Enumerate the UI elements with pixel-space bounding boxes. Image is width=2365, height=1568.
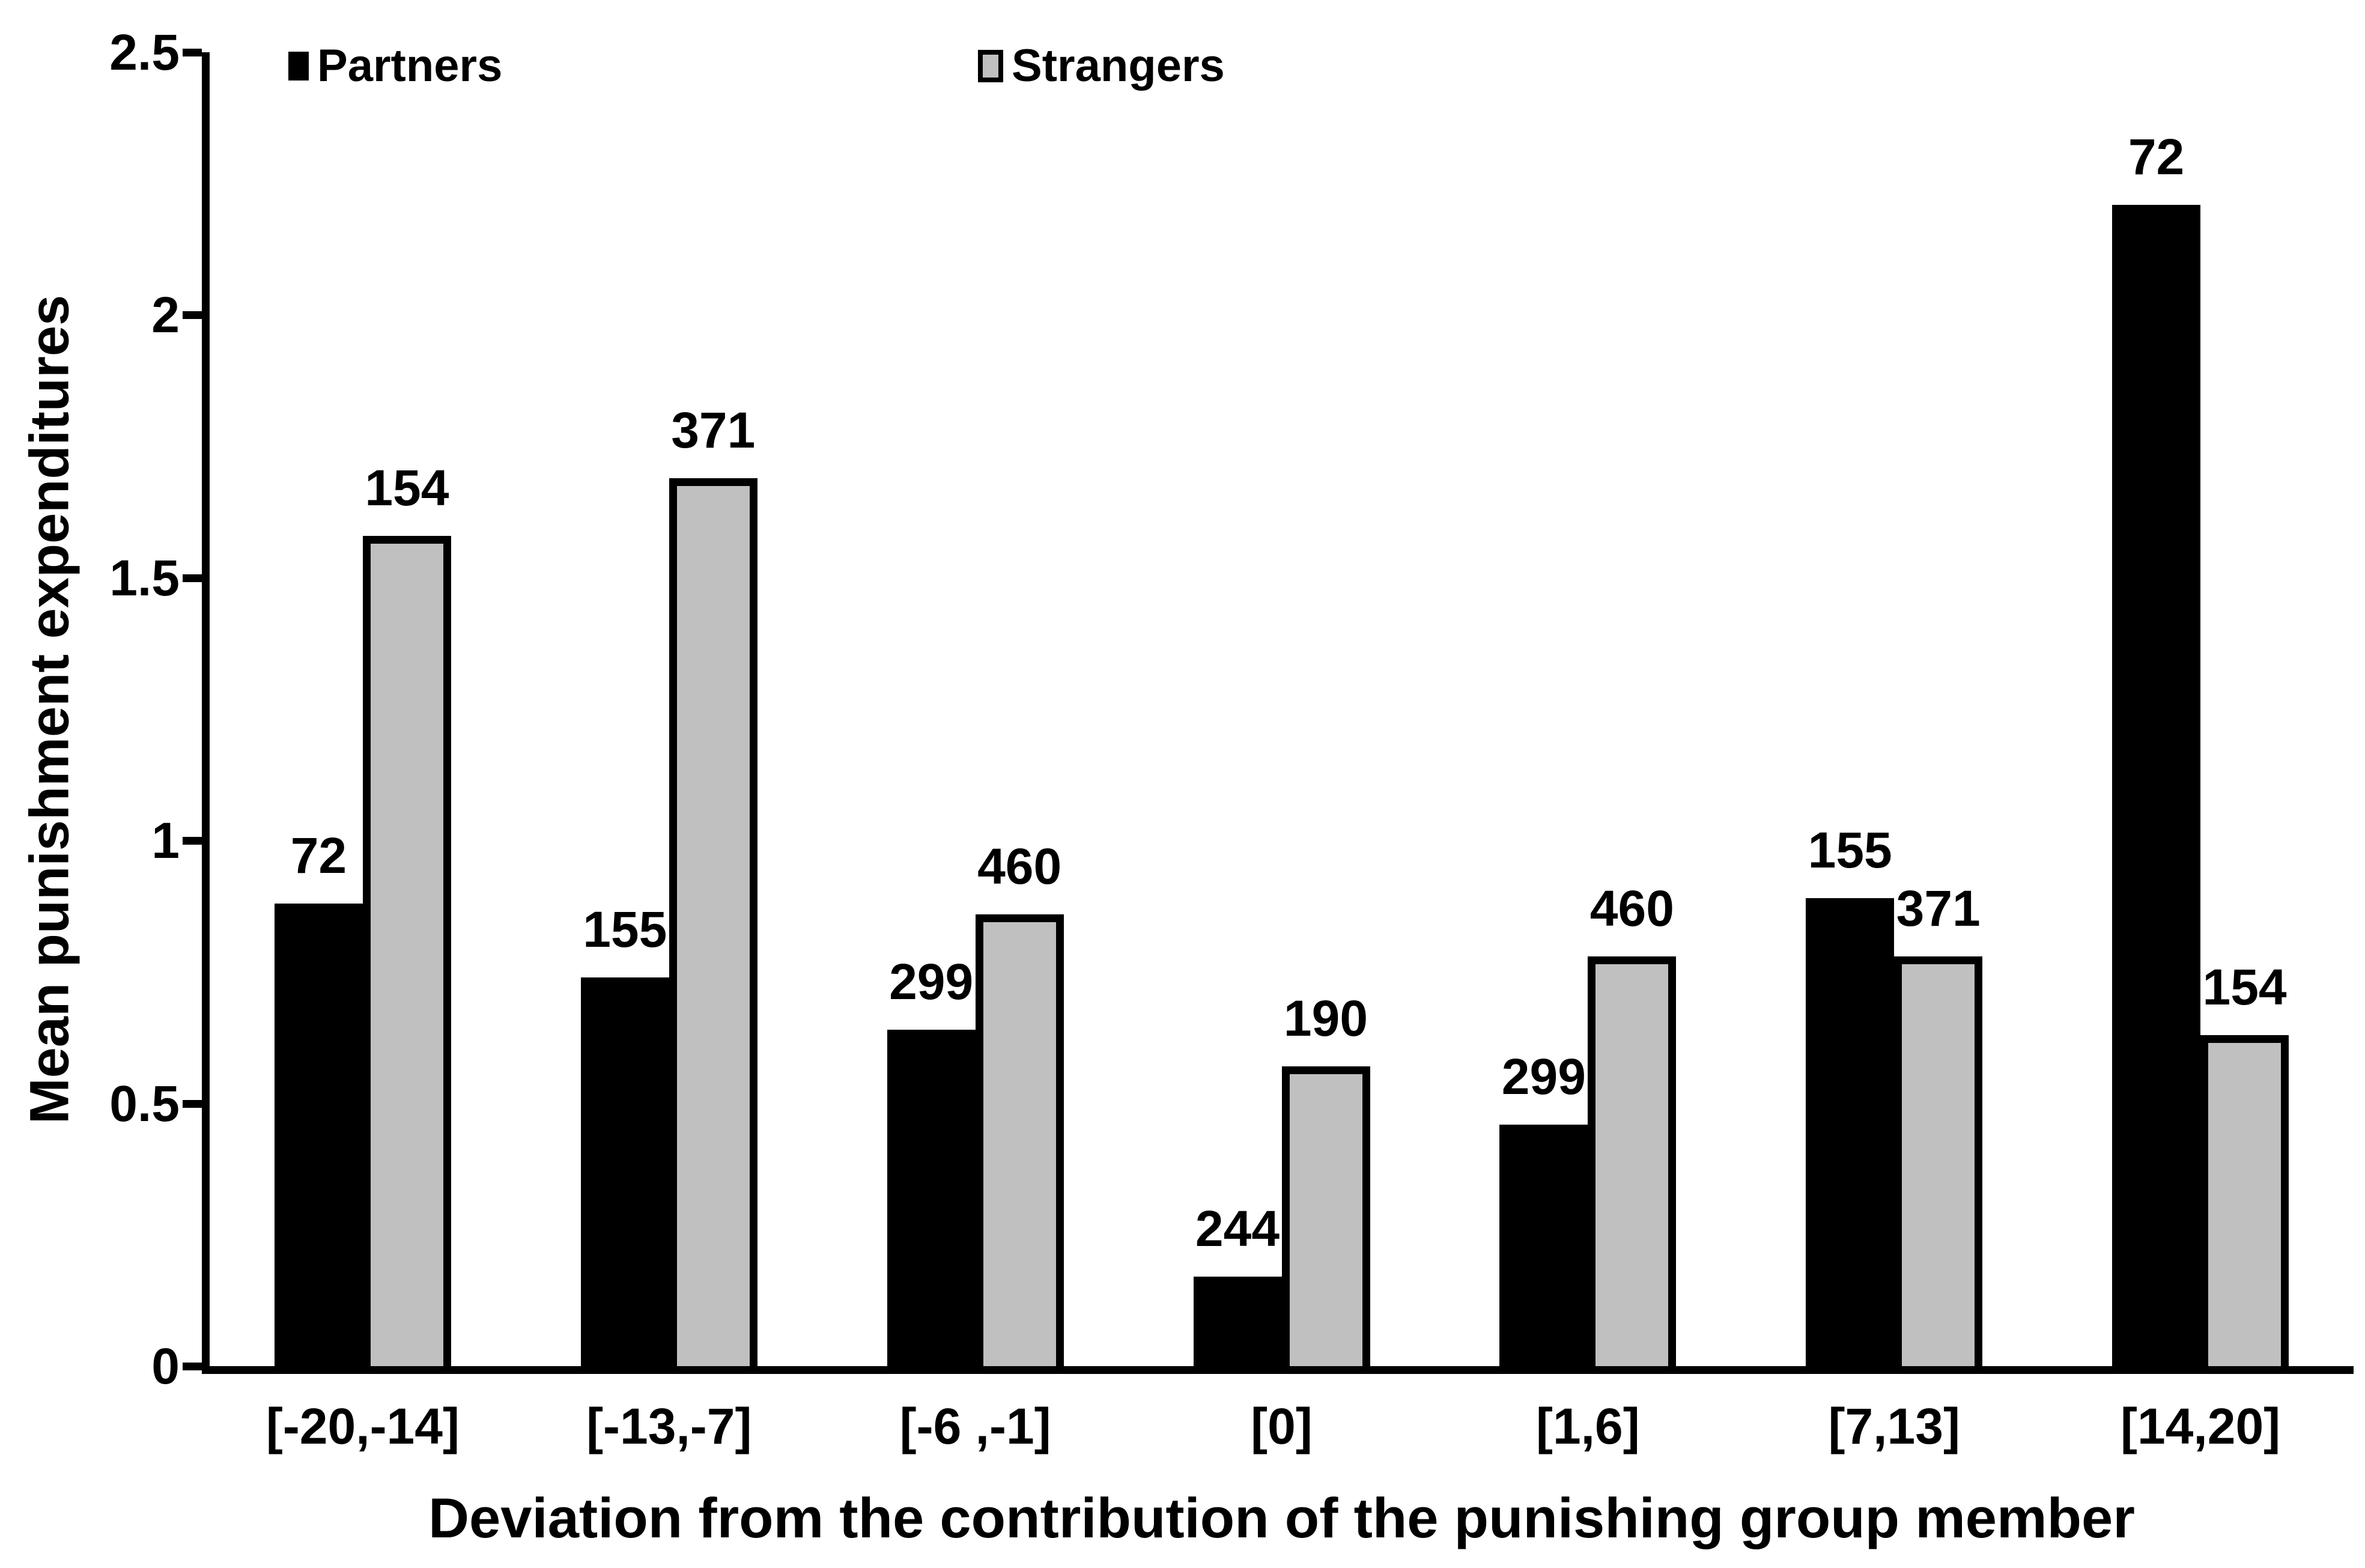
bar-partners-4 bbox=[1499, 1124, 1588, 1366]
y-axis-tick-label: 0 bbox=[151, 1338, 180, 1394]
bar-partners-1 bbox=[580, 977, 669, 1366]
y-axis-tick bbox=[183, 311, 202, 320]
bar-label-strangers-3: 190 bbox=[1283, 990, 1368, 1047]
y-axis-tick-label: 0.5 bbox=[109, 1075, 180, 1132]
y-axis-tick-label: 1 bbox=[151, 812, 180, 869]
legend-item-strangers: Strangers bbox=[978, 33, 1225, 99]
x-axis-tick-label: [0] bbox=[1251, 1398, 1313, 1454]
y-axis-tick-label: 2 bbox=[151, 287, 180, 344]
bar-label-strangers-1: 371 bbox=[671, 401, 756, 458]
bar-label-partners-6: 72 bbox=[2128, 128, 2185, 185]
y-axis-title: Mean punishment expenditures bbox=[19, 294, 80, 1124]
x-axis-tick-label: [-6 ,-1] bbox=[899, 1398, 1051, 1454]
bar-label-partners-2: 299 bbox=[889, 953, 974, 1010]
bar-partners-2 bbox=[887, 1030, 976, 1366]
bar-label-strangers-2: 460 bbox=[977, 837, 1062, 895]
legend-label-strangers: Strangers bbox=[1012, 40, 1225, 91]
x-axis-tick-label: [-13,-7] bbox=[586, 1398, 752, 1454]
legend-item-partners: Partners bbox=[288, 33, 502, 99]
plot-area: 0 0.5 1 1.5 2 2.5 72 154 [-20,-14] 155 371 [-13,-7]… bbox=[109, 27, 2354, 1451]
legend-swatch-strangers bbox=[978, 50, 1003, 82]
legend: Partners Strangers bbox=[0, 33, 2365, 105]
legend-swatch-partners bbox=[288, 52, 309, 81]
y-axis-tick bbox=[183, 574, 202, 582]
bar-label-strangers-6: 154 bbox=[2202, 958, 2287, 1015]
x-axis-tick-label: [1,6] bbox=[1535, 1398, 1640, 1454]
bar-label-partners-5: 155 bbox=[1808, 822, 1892, 879]
bar-label-strangers-0: 154 bbox=[365, 459, 449, 516]
bar-label-strangers-4: 460 bbox=[1589, 880, 1674, 937]
x-axis-tick-label: [14,20] bbox=[2120, 1398, 2281, 1454]
bar-strangers-4 bbox=[1588, 956, 1677, 1366]
x-axis-title: Deviation from the contribution of the p… bbox=[428, 1486, 2135, 1549]
y-axis-tick bbox=[183, 1363, 202, 1370]
x-axis-tick-label: [7,13] bbox=[1828, 1398, 1960, 1454]
bar-strangers-1 bbox=[669, 478, 757, 1366]
y-axis-tick-label: 1.5 bbox=[109, 549, 180, 606]
bar-strangers-6 bbox=[2200, 1035, 2289, 1366]
x-axis-tick-label: [-20,-14] bbox=[266, 1398, 460, 1454]
bar-label-partners-0: 72 bbox=[290, 827, 347, 884]
bar-partners-3 bbox=[1193, 1277, 1282, 1366]
bar-partners-5 bbox=[1806, 898, 1895, 1366]
bar-strangers-5 bbox=[1894, 956, 1983, 1366]
y-axis-tick bbox=[183, 837, 202, 845]
y-axis-tick bbox=[183, 1099, 202, 1108]
bar-label-partners-4: 299 bbox=[1501, 1048, 1586, 1105]
y-axis-tick bbox=[183, 49, 202, 56]
bar-partners-6 bbox=[2112, 204, 2201, 1366]
bar-label-partners-1: 155 bbox=[583, 901, 667, 958]
y-axis-tick-label: 2.5 bbox=[109, 24, 180, 81]
bar-strangers-3 bbox=[1281, 1066, 1370, 1366]
bar-partners-0 bbox=[274, 904, 363, 1366]
bar-label-partners-3: 244 bbox=[1195, 1200, 1280, 1257]
bar-strangers-2 bbox=[975, 914, 1064, 1366]
bar-label-strangers-5: 371 bbox=[1896, 880, 1981, 937]
legend-label-partners: Partners bbox=[317, 40, 503, 91]
bar-strangers-0 bbox=[362, 535, 451, 1366]
